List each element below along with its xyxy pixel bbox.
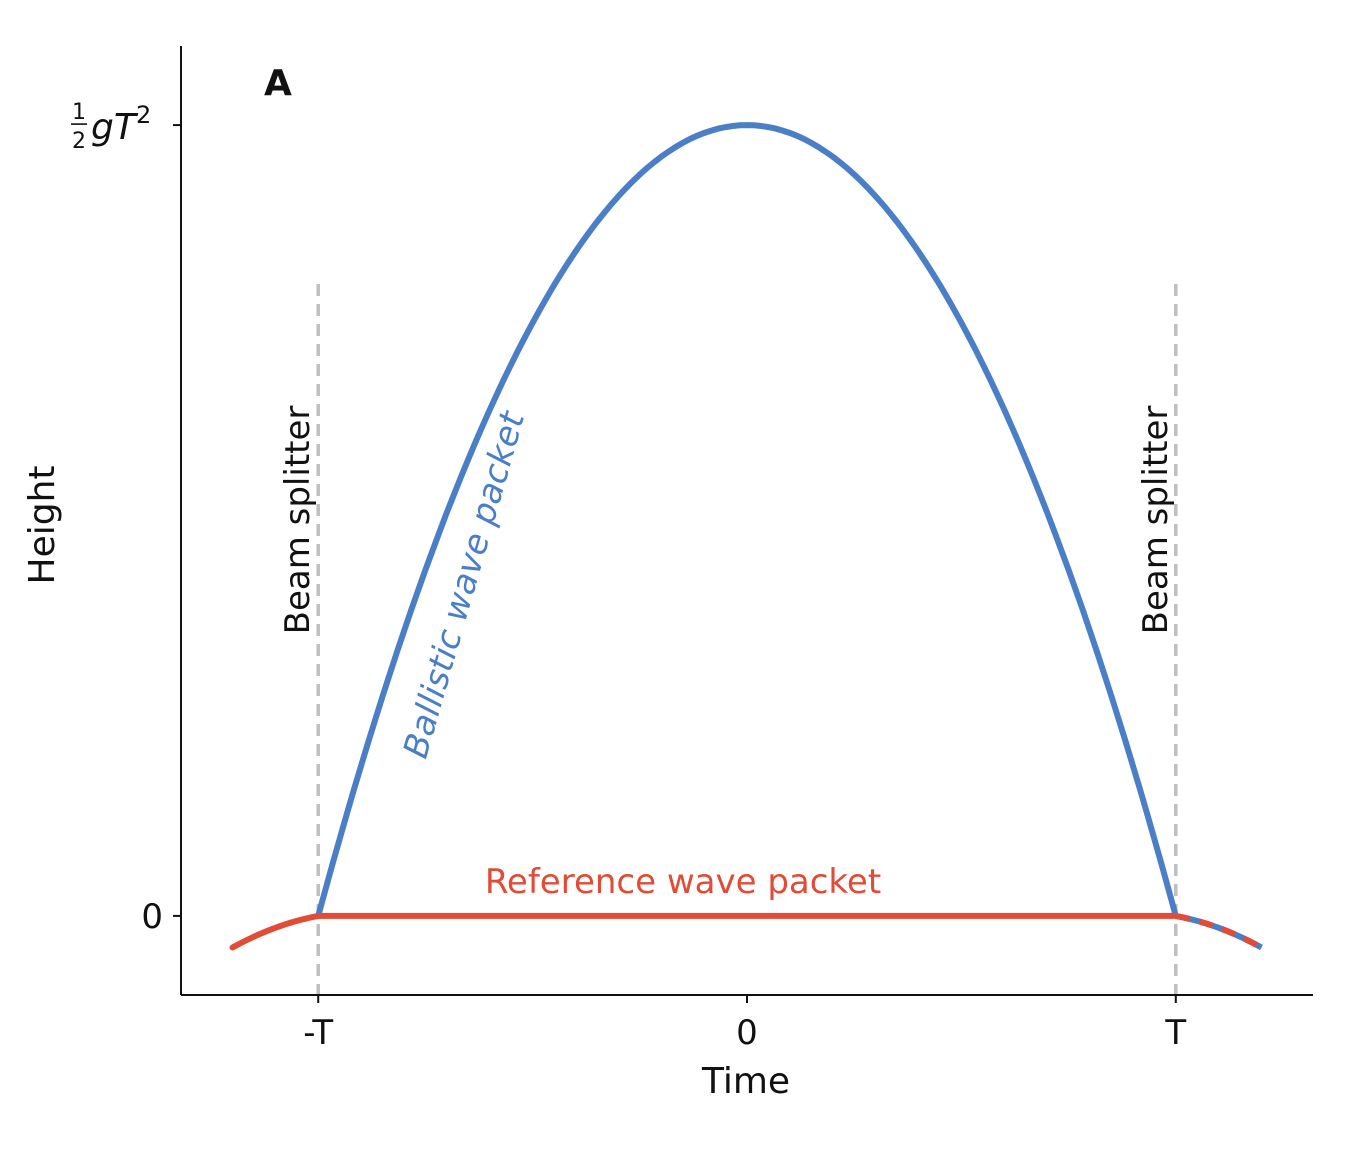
ballistic-wave-packet-line [315,122,1179,919]
x-axis-label: Time [701,1061,790,1102]
beam-splitter-label-right: Beam splitter [1136,406,1176,635]
x-tick-label: 0 [736,1013,758,1053]
tick-label-superscript: 2 [136,101,151,129]
x-tick-label: T [1164,1013,1186,1053]
x-tick-label: -T [303,1013,333,1053]
panel-label: A [264,63,292,104]
fraction-denominator: 2 [72,129,86,154]
ballistic-wave-packet-label: Ballistic wave packet [396,406,534,763]
y-axis-label: Height [22,465,63,584]
reference-wave-packet-label: Reference wave packet [485,862,881,902]
y-tick-label: 0 [141,897,163,937]
reference-left-tail [229,912,322,951]
beam-splitter-label-left: Beam splitter [278,406,318,635]
tick-label-body: gT [91,107,139,148]
plot-area: Beam splitter Beam splitter Ballistic wave… [229,122,1263,995]
y-tick-label: 1 2 gT 2 [71,100,151,154]
fraction-numerator: 1 [72,100,86,125]
reference-right-tail-dashes [1175,912,1263,951]
ticks: -T 0 T 0 1 2 gT 2 [71,100,1186,1053]
